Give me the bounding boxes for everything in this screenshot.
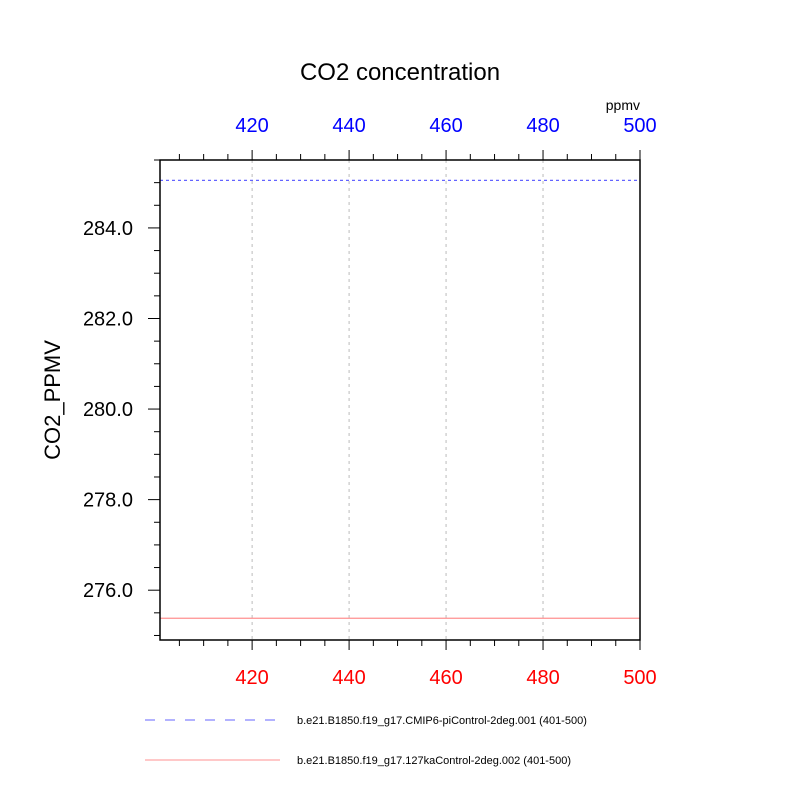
y-tick-label: 282.0: [83, 308, 133, 330]
units-label: ppmv: [606, 97, 640, 113]
x-top-tick-label: 440: [332, 115, 365, 137]
y-axis-label: CO2_PPMV: [40, 340, 65, 460]
chart-title: CO2 concentration: [300, 59, 500, 86]
x-bottom-tick-label: 460: [429, 667, 462, 689]
legend-label: b.e21.B1850.f19_g17.127kaControl-2deg.00…: [297, 755, 571, 767]
x-top-tick-label: 500: [623, 115, 656, 137]
x-bottom-tick-label: 500: [623, 667, 656, 689]
x-top-tick-label: 460: [429, 115, 462, 137]
y-tick-label: 280.0: [83, 399, 133, 421]
x-top-tick-label: 480: [526, 115, 559, 137]
y-tick-label: 284.0: [83, 218, 133, 240]
x-bottom-tick-label: 420: [235, 667, 268, 689]
x-bottom-tick-label: 480: [526, 667, 559, 689]
x-bottom-tick-label: 440: [332, 667, 365, 689]
plot-frame: [159, 159, 641, 641]
y-tick-label: 276.0: [83, 580, 133, 602]
y-tick-label: 278.0: [83, 490, 133, 512]
legend-label: b.e21.B1850.f19_g17.CMIP6-piControl-2deg…: [297, 715, 587, 727]
x-top-tick-label: 420: [235, 115, 268, 137]
